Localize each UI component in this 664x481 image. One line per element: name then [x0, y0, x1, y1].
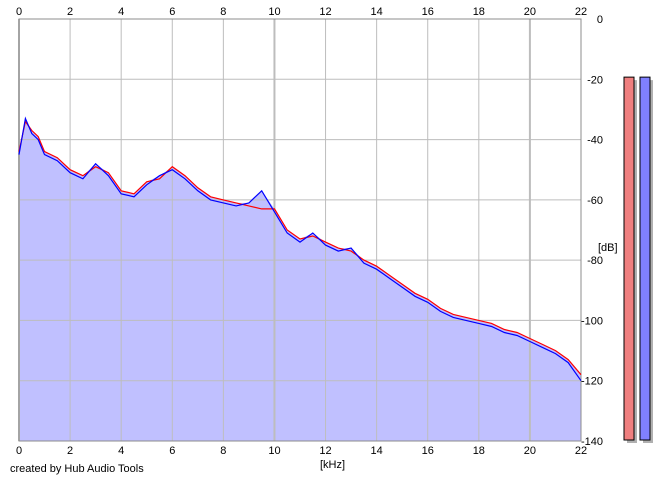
y-tick-label: 0 — [597, 14, 603, 26]
x-tick-label-bottom: 22 — [575, 445, 587, 457]
level-meters — [623, 76, 653, 444]
level-meter-bar — [623, 76, 635, 441]
x-tick-label-bottom: 10 — [268, 445, 280, 457]
credit-text: created by Hub Audio Tools — [10, 463, 144, 475]
y-tick-label: -100 — [581, 315, 603, 327]
y-tick-label: -40 — [587, 135, 603, 147]
x-tick-label-bottom: 18 — [473, 445, 485, 457]
series-line-2 — [18, 116, 582, 382]
y-axis-label: [dB] — [598, 242, 618, 254]
x-tick-label-bottom: 6 — [169, 445, 175, 457]
x-tick-label-bottom: 20 — [524, 445, 536, 457]
x-tick-label-top: 2 — [67, 6, 73, 18]
x-tick-label-top: 4 — [118, 6, 124, 18]
x-tick-label-top: 14 — [371, 6, 383, 18]
plot-frame — [18, 18, 582, 442]
x-tick-label-bottom: 4 — [118, 445, 124, 457]
x-axis-label: [kHz] — [320, 459, 345, 471]
x-tick-label-top: 22 — [575, 6, 587, 18]
x-tick-label-top: 20 — [524, 6, 536, 18]
spectrum-area — [19, 118, 581, 441]
y-tick-label: -60 — [587, 195, 603, 207]
chart-series — [18, 116, 582, 382]
x-tick-label-top: 10 — [268, 6, 280, 18]
series-line-1 — [18, 120, 582, 376]
x-tick-label-top: 12 — [319, 6, 331, 18]
axis-ticks: 002244668810101212141416161818202022220-… — [16, 6, 603, 457]
x-tick-label-bottom: 16 — [422, 445, 434, 457]
spectrum-fill — [19, 118, 581, 441]
x-tick-label-top: 16 — [422, 6, 434, 18]
x-tick-label-top: 18 — [473, 6, 485, 18]
x-tick-label-top: 6 — [169, 6, 175, 18]
y-tick-label: -120 — [581, 376, 603, 388]
x-tick-label-bottom: 2 — [67, 445, 73, 457]
level-meter-bar — [639, 76, 651, 441]
x-tick-label-bottom: 0 — [16, 445, 22, 457]
x-tick-label-bottom: 14 — [371, 445, 383, 457]
x-tick-label-top: 0 — [16, 6, 22, 18]
y-tick-label: -140 — [581, 436, 603, 448]
x-tick-label-bottom: 12 — [319, 445, 331, 457]
x-tick-label-bottom: 8 — [220, 445, 226, 457]
y-tick-label: -80 — [587, 255, 603, 267]
x-tick-label-top: 8 — [220, 6, 226, 18]
y-tick-label: -20 — [587, 74, 603, 86]
chart-grid — [18, 18, 582, 442]
